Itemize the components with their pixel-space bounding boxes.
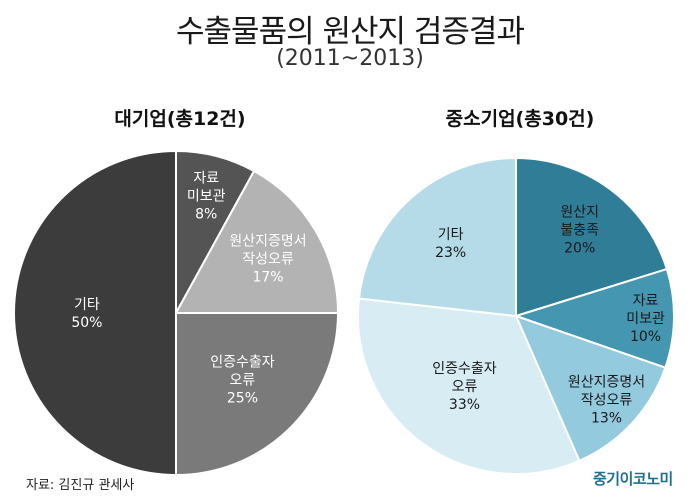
slice-category: 원산지: [560, 204, 599, 220]
slice-label: 기타 23%: [435, 227, 466, 261]
slice-category: 인증수출자: [432, 361, 497, 377]
chart-title-smes: 중소기업(총30건): [445, 108, 595, 130]
pie-slice: [512, 267, 675, 369]
pie-slice: [357, 297, 581, 475]
page-title: 수출물품의 원산지 검증결과: [176, 14, 525, 50]
pie-slice: [357, 156, 517, 318]
source-note: 자료: 김진규 관세사: [26, 478, 135, 493]
slice-percent: 13%: [591, 411, 622, 427]
pie-slice: [13, 149, 177, 477]
slice-category: 작성오류: [242, 252, 294, 268]
slice-category: 기타: [74, 297, 100, 313]
pie-slice: [174, 169, 340, 314]
slice-category: 불충족: [560, 222, 599, 238]
pie-slice: [514, 314, 667, 463]
slice-label: 기타 50%: [71, 297, 102, 331]
slice-category: 미보관: [187, 188, 226, 204]
slice-percent: 8%: [195, 206, 217, 222]
slice-category: 인증수출자: [210, 354, 275, 370]
slice-percent: 17%: [252, 270, 283, 286]
slice-percent: 50%: [71, 315, 102, 331]
pie-slice: [175, 312, 340, 477]
slice-category: 작성오류: [581, 393, 633, 409]
slice-category: 오류: [230, 372, 256, 388]
slice-category: 미보관: [626, 311, 665, 327]
slice-category: 기타: [438, 227, 464, 243]
chart-title-large-companies: 대기업(총12건): [114, 108, 246, 130]
slice-percent: 23%: [435, 245, 466, 261]
brand-logo: 중기이코노미: [593, 470, 673, 488]
slice-percent: 33%: [449, 397, 480, 413]
slice-category: 자료: [193, 170, 219, 186]
slice-category: 원산지증명서: [229, 234, 306, 250]
slice-category: 자료: [633, 293, 659, 309]
slice-percent: 10%: [630, 329, 661, 345]
page-subtitle: (2011~2013): [276, 46, 424, 71]
slice-category: 오류: [452, 379, 478, 395]
slice-category: 원산지증명서: [568, 375, 645, 391]
slice-percent: 20%: [564, 240, 595, 256]
pie-slice: [515, 156, 669, 318]
slice-percent: 25%: [227, 390, 258, 406]
